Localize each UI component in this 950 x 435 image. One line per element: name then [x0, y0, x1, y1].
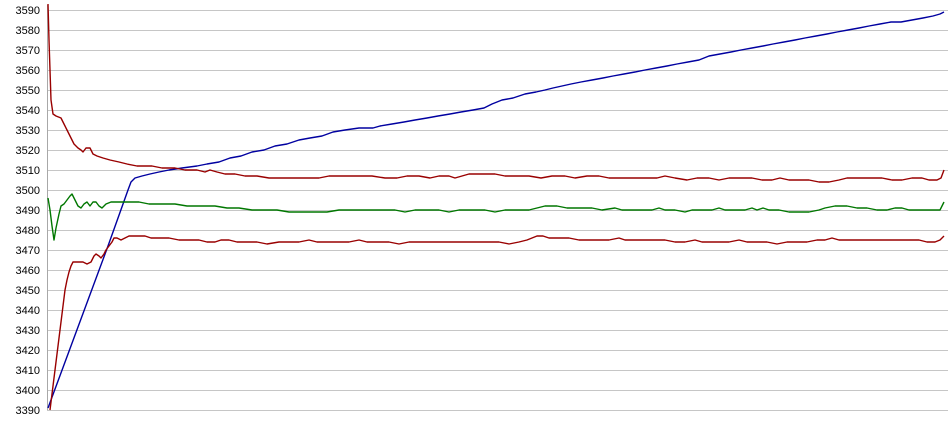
y-axis-tick-label: 3430: [16, 325, 40, 337]
y-axis-tick-label: 3570: [16, 45, 40, 57]
y-axis-tick-label: 3510: [16, 165, 40, 177]
y-axis-tick-label: 3560: [16, 65, 40, 77]
series-red-lower-line: [49, 235, 945, 411]
y-axis-tick-label: 3580: [16, 25, 40, 37]
y-axis-tick-label: 3420: [16, 345, 40, 357]
series-green-line: [47, 193, 945, 241]
y-axis-tick-label: 3550: [16, 85, 40, 97]
series-blue-line: [47, 11, 945, 409]
y-axis-tick-label: 3540: [16, 105, 40, 117]
y-axis-tick-label: 3390: [16, 405, 40, 417]
series-red-upper-line: [47, 3, 945, 183]
y-axis-tick-label: 3450: [16, 285, 40, 297]
y-axis-tick-label: 3530: [16, 125, 40, 137]
y-axis-tick-label: 3490: [16, 205, 40, 217]
y-axis-tick-label: 3400: [16, 385, 40, 397]
y-axis-tick-label: 3590: [16, 5, 40, 17]
y-axis-tick-label: 3500: [16, 185, 40, 197]
y-axis-tick-label: 3520: [16, 145, 40, 157]
y-axis-tick-label: 3440: [16, 305, 40, 317]
y-axis-tick-label: 3460: [16, 265, 40, 277]
y-axis-tick-label: 3470: [16, 245, 40, 257]
y-axis-tick-label: 3410: [16, 365, 40, 377]
y-axis-tick-label: 3480: [16, 225, 40, 237]
